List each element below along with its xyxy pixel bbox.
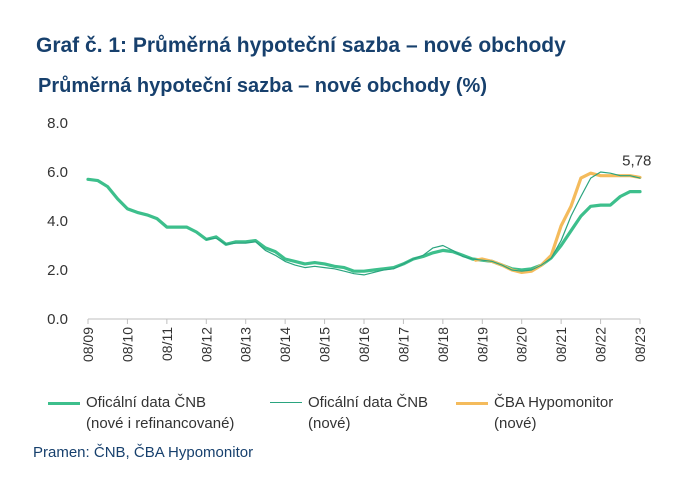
x-tick-label: 08/18 xyxy=(435,327,451,362)
x-tick-label: 08/21 xyxy=(553,327,569,362)
y-tick-label: 6.0 xyxy=(47,164,68,181)
x-tick-label: 08/14 xyxy=(277,327,293,362)
legend-label: Oficální data ČNB (nové) xyxy=(308,392,428,434)
chart-title: Průměrná hypoteční sazba – nové obchody … xyxy=(38,75,487,97)
series-line-1 xyxy=(86,177,642,273)
x-tick-label: 08/15 xyxy=(317,327,333,362)
legend-label-line: Oficální data ČNB xyxy=(86,394,207,411)
y-axis-ticks: 0.0 2.0 4.0 6.0 8.0 xyxy=(47,115,68,328)
y-tick-label: 0.0 xyxy=(47,311,68,328)
x-tick-label: 08/12 xyxy=(198,327,214,362)
x-tick-label: 08/20 xyxy=(514,327,530,362)
x-tick-label: 08/19 xyxy=(474,327,490,362)
x-tick-label: 08/17 xyxy=(395,327,411,362)
source-note: Pramen: ČNB, ČBA Hypomonitor xyxy=(33,444,254,461)
figure-heading: Graf č. 1: Průměrná hypoteční sazba – no… xyxy=(36,34,566,57)
x-tick-label: 08/13 xyxy=(238,327,254,362)
series-line-2 xyxy=(205,171,641,276)
series-lines xyxy=(86,171,642,276)
legend: Oficální data ČNB (nové i refinancované) O… xyxy=(0,392,674,438)
legend-label-line: (nové) xyxy=(494,415,537,432)
x-tick-label: 08/22 xyxy=(593,327,609,362)
y-tick-label: 4.0 xyxy=(47,213,68,230)
legend-label-line: ČBA Hypomonitor xyxy=(494,394,614,411)
legend-label-line: (nové) xyxy=(308,415,351,432)
y-tick-label: 8.0 xyxy=(47,115,68,132)
legend-swatch xyxy=(48,402,80,405)
legend-label-line: Oficální data ČNB xyxy=(308,394,429,411)
x-tick-label: 08/23 xyxy=(632,327,648,362)
legend-label-line: (nové i refinancované) xyxy=(86,415,235,432)
x-tick-label: 08/16 xyxy=(356,327,372,362)
x-tick-label: 08/11 xyxy=(159,327,175,361)
y-tick-label: 2.0 xyxy=(47,262,68,279)
series-line-3 xyxy=(474,171,642,274)
x-tick-label: 08/10 xyxy=(119,327,135,362)
legend-label: ČBA Hypomonitor (nové) xyxy=(494,392,613,434)
x-tick-label: 08/09 xyxy=(80,327,96,362)
legend-swatch xyxy=(270,402,302,403)
x-axis-ticks: 08/09 08/10 08/11 08/12 08/13 08/14 08/15 08/16… xyxy=(80,319,648,362)
last-value-annotation: 5,78 xyxy=(622,152,651,169)
legend-swatch xyxy=(456,402,488,405)
legend-label: Oficální data ČNB (nové i refinancované) xyxy=(86,392,234,434)
